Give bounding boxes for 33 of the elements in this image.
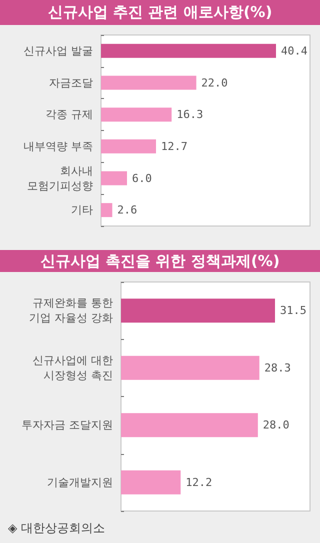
bar — [121, 298, 275, 323]
y-tick-label: 투자자금 조달지원 — [22, 418, 113, 432]
y-tick-label: 신규사업 발굴 — [24, 44, 93, 58]
data-label: 28.3 — [264, 361, 291, 374]
chart-title: 신규사업 추진 관련 애로사항(%) — [0, 0, 320, 25]
data-label: 28.0 — [262, 418, 290, 432]
bar — [101, 171, 127, 186]
bar — [121, 470, 181, 494]
y-tick-label: 기타 — [71, 204, 93, 217]
y-tick-label: 자금조달 — [49, 76, 93, 90]
data-label: 12.2 — [186, 476, 212, 489]
data-label: 6.0 — [132, 172, 152, 185]
y-tick-label: 규제완화를 통한 기업 자율성 강화 — [29, 296, 113, 325]
data-label: 16.3 — [176, 108, 204, 122]
data-label: 12.7 — [161, 140, 188, 153]
bar — [101, 203, 112, 218]
y-tick-label: 회사내 모험기피성향 — [27, 164, 93, 192]
data-label: 31.5 — [280, 304, 306, 318]
bar — [101, 76, 196, 90]
bar — [101, 44, 276, 58]
y-tick-label: 신규사업에 대한 시장형성 촉진 — [32, 354, 113, 382]
bar — [121, 356, 260, 380]
y-tick-label: 내부역량 부족 — [24, 140, 93, 153]
data-label: 40.4 — [281, 44, 308, 58]
y-tick-label: 각종 규제 — [46, 108, 93, 122]
bar — [101, 108, 172, 122]
data-label: 2.6 — [117, 204, 138, 217]
data-label: 22.0 — [201, 76, 228, 90]
bar — [121, 413, 258, 438]
text: ◈ 대한상공회의소 — [8, 520, 106, 537]
y-tick-label: 기술개발지원 — [47, 476, 113, 489]
chart-title: 신규사업 촉진을 위한 정책과제(%) — [0, 250, 320, 272]
bar — [101, 139, 156, 154]
